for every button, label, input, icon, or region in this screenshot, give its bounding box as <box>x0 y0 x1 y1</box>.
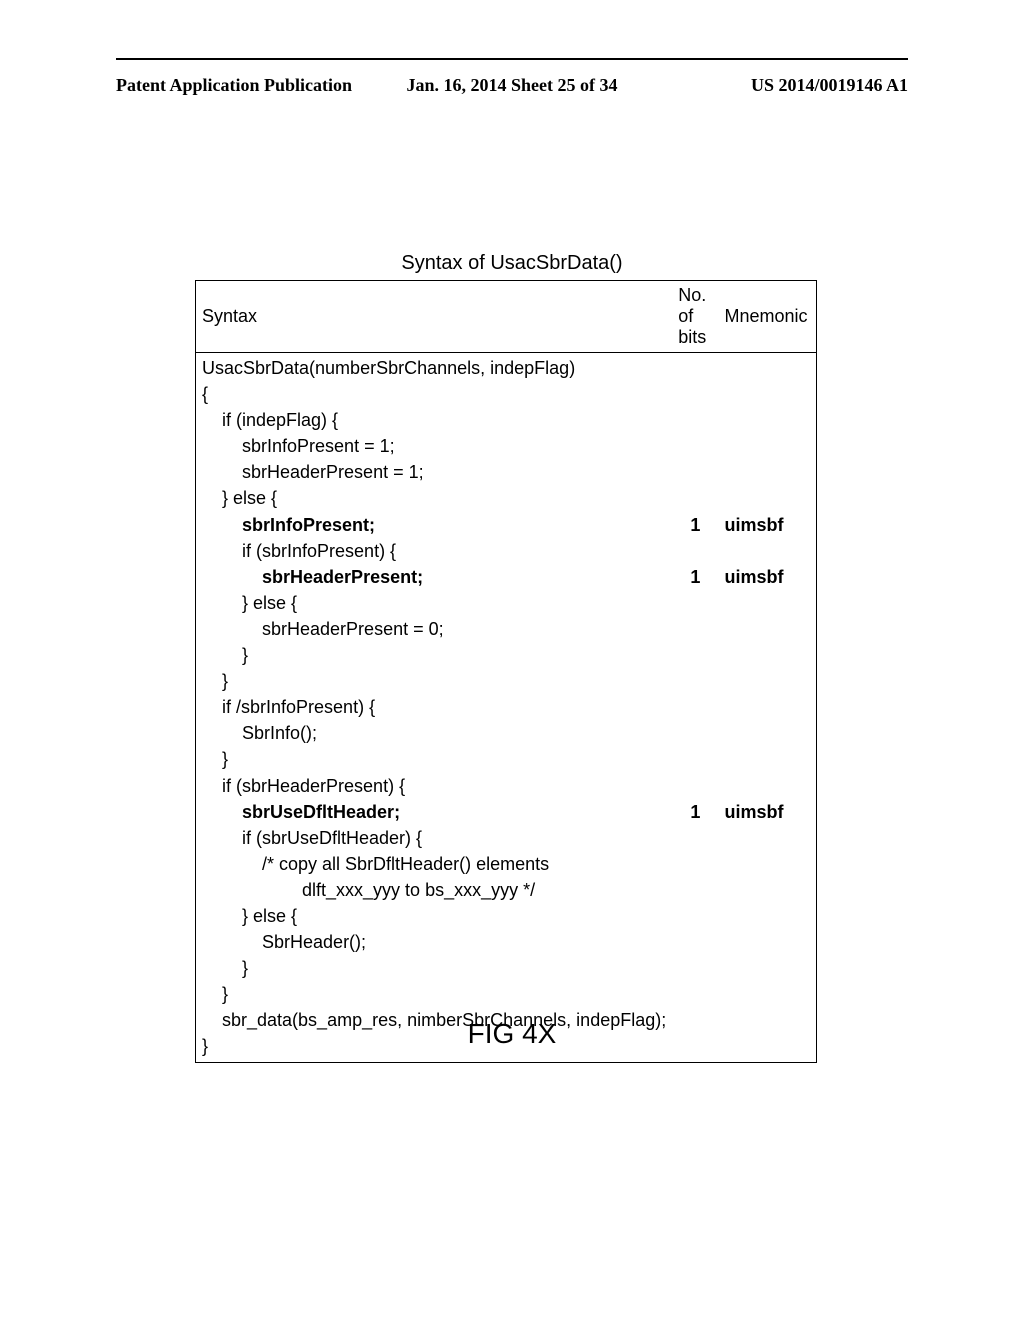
col-header-syntax: Syntax <box>196 281 673 353</box>
syntax-code-cell: UsacSbrData(numberSbrChannels, indepFlag… <box>196 353 673 1063</box>
figure-caption: FIG 4X <box>0 1018 1024 1050</box>
table-body-row: UsacSbrData(numberSbrChannels, indepFlag… <box>196 353 817 1063</box>
table-header-row: Syntax No. of bits Mnemonic <box>196 281 817 353</box>
col-header-bits: No. of bits <box>672 281 718 353</box>
bits-cell: 1 1 1 <box>672 353 718 1063</box>
mnemonic-cell: uimsbf uimsbf uimsbf <box>718 353 816 1063</box>
syntax-table: Syntax No. of bits Mnemonic UsacSbrData(… <box>195 280 817 1063</box>
header-rule <box>116 58 908 60</box>
col-header-mnemonic: Mnemonic <box>718 281 816 353</box>
header-right-text: US 2014/0019146 A1 <box>751 75 908 96</box>
syntax-title: Syntax of UsacSbrData() <box>0 252 1024 275</box>
